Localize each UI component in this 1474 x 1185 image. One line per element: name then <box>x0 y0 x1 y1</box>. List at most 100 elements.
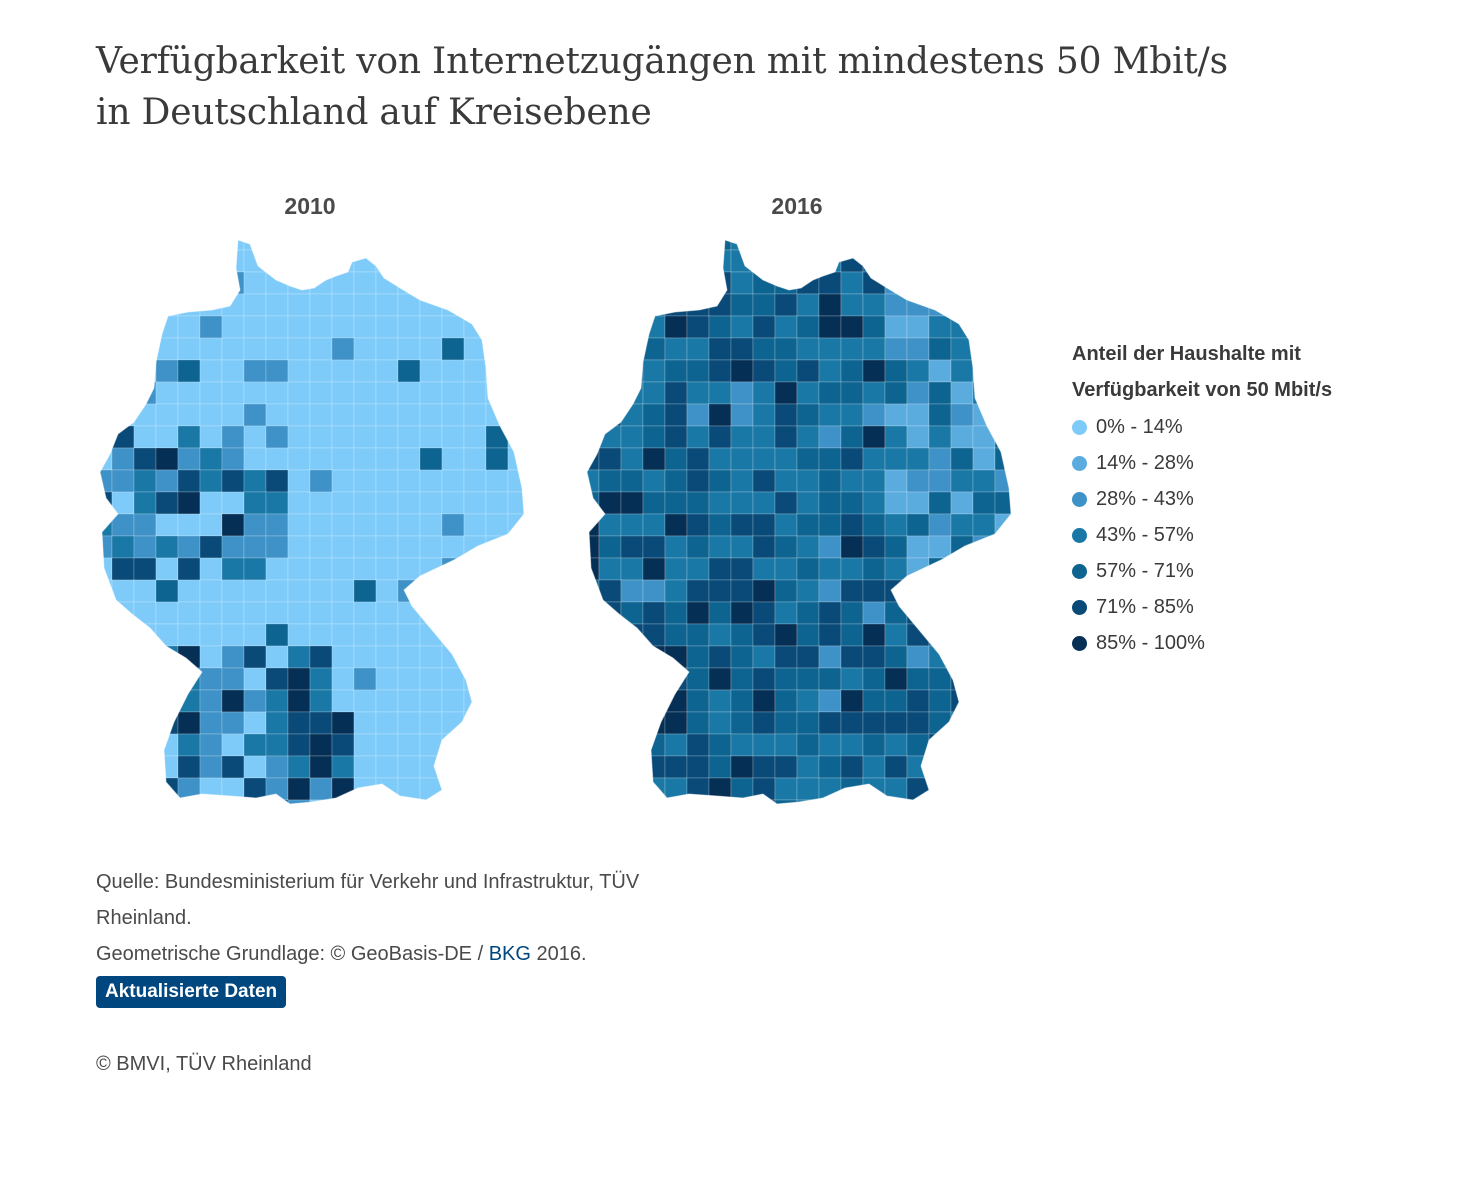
district-region <box>265 403 289 427</box>
district-region <box>221 337 245 361</box>
district-region <box>642 667 666 691</box>
district-region <box>463 513 487 537</box>
district-region <box>709 822 731 828</box>
district-region <box>441 240 465 251</box>
district-region <box>111 249 135 273</box>
district-region <box>840 315 864 339</box>
district-region <box>972 557 996 581</box>
district-region <box>331 359 355 383</box>
district-region <box>950 337 974 361</box>
district-region <box>375 777 399 801</box>
district-region <box>840 667 864 691</box>
district-region <box>686 623 710 647</box>
district-region <box>221 623 245 647</box>
legend-item: 43% - 57% <box>1072 517 1432 553</box>
district-region <box>862 777 886 801</box>
district-region <box>731 822 753 828</box>
district-region <box>397 601 421 625</box>
district-region <box>862 579 886 603</box>
district-region <box>199 557 223 581</box>
district-region <box>620 689 644 713</box>
district-region <box>199 513 223 537</box>
district-region <box>155 799 179 804</box>
district-region <box>906 557 930 581</box>
district-region <box>950 513 974 537</box>
district-region <box>463 535 487 559</box>
district-region <box>730 469 754 493</box>
district-region <box>620 469 644 493</box>
updated-data-button[interactable]: Aktualisierte Daten <box>96 976 287 1008</box>
district-region <box>862 271 886 295</box>
district-region <box>100 249 113 273</box>
district-region <box>950 359 974 383</box>
district-region <box>884 240 908 251</box>
district-region <box>686 579 710 603</box>
district-region <box>686 469 710 493</box>
district-region <box>243 623 267 647</box>
district-region <box>906 381 930 405</box>
district-region <box>133 240 157 251</box>
bkg-link[interactable]: BKG <box>488 943 531 965</box>
legend-swatch <box>1072 419 1087 435</box>
district-region <box>819 822 841 828</box>
district-region <box>155 337 179 361</box>
district-region <box>100 447 113 471</box>
district-region <box>928 535 952 559</box>
district-region <box>928 689 952 713</box>
district-region <box>441 689 465 713</box>
district-region <box>730 733 754 757</box>
district-region <box>708 513 732 537</box>
district-region <box>397 689 421 713</box>
district-region <box>752 623 776 647</box>
district-region <box>221 240 245 251</box>
district-region <box>353 469 377 493</box>
district-region <box>133 403 157 427</box>
district-region <box>507 579 524 603</box>
district-region <box>818 623 842 647</box>
district-region <box>686 240 710 251</box>
legend-label: 28% - 43% <box>1096 487 1194 510</box>
district-region <box>972 403 996 427</box>
district-region <box>708 271 732 295</box>
district-region <box>265 447 289 471</box>
district-region <box>796 601 820 625</box>
district-region <box>243 513 267 537</box>
district-region <box>906 249 930 273</box>
district-region <box>419 293 443 317</box>
district-region <box>642 249 666 273</box>
district-region <box>752 447 776 471</box>
legend-item: 71% - 85% <box>1072 589 1432 625</box>
district-region <box>100 469 113 493</box>
district-region <box>441 799 465 804</box>
district-region <box>375 733 399 757</box>
district-region <box>243 689 267 713</box>
district-region <box>972 755 996 779</box>
district-region <box>884 315 908 339</box>
district-region <box>686 359 710 383</box>
district-region <box>818 315 842 339</box>
district-region <box>620 240 644 251</box>
district-region <box>243 711 267 735</box>
district-region <box>155 359 179 383</box>
district-region <box>587 601 600 625</box>
district-region <box>133 645 157 669</box>
district-region <box>686 601 710 625</box>
district-region <box>862 711 886 735</box>
district-region <box>840 447 864 471</box>
district-region <box>994 447 1011 471</box>
district-region <box>818 799 842 804</box>
district-region <box>375 799 399 804</box>
district-region <box>287 777 311 801</box>
district-region <box>353 689 377 713</box>
district-region <box>620 799 644 804</box>
district-region <box>994 733 1011 757</box>
district-region <box>686 403 710 427</box>
district-region <box>441 557 465 581</box>
district-region <box>752 425 776 449</box>
district-region <box>840 381 864 405</box>
district-region <box>994 623 1011 647</box>
district-region <box>620 447 644 471</box>
district-region <box>441 491 465 515</box>
district-region <box>928 755 952 779</box>
district-region <box>331 425 355 449</box>
